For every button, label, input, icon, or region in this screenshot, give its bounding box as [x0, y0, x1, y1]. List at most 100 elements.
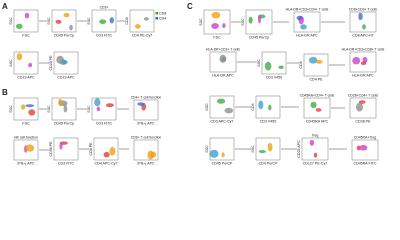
y-axis-label: CD56 PE [49, 141, 53, 157]
cell-population [109, 17, 114, 24]
cell-population [267, 142, 273, 152]
x-axis-label: CD4 PE-Cy7 [132, 33, 153, 37]
plot-title: CD45RA+CD4+ T cells [300, 93, 335, 97]
plot-title: Treg [312, 133, 319, 137]
cell-population [258, 100, 264, 110]
plot-frame [303, 97, 331, 119]
cell-population [21, 104, 26, 110]
y-axis-label: SSC [47, 105, 51, 113]
y-axis-label: SSC [9, 59, 13, 67]
plot-frame [349, 97, 377, 119]
x-axis-label: HLA-DR APC [212, 73, 234, 77]
x-axis-label: CD4 APC-Cy7 [95, 161, 118, 165]
cell-population [25, 144, 35, 152]
cell-population [59, 142, 63, 150]
cell-population [358, 100, 366, 104]
plot-title: HLA-DR+CD3+CD4+ T cells [286, 7, 329, 11]
plot-title: HLA-DR+CD3+CD8+ T cells [342, 47, 385, 51]
cell-population [296, 15, 303, 21]
x-axis-label: HLA-DR APC [296, 33, 318, 37]
panel-label: B [2, 88, 8, 97]
y-axis-label: SSC [9, 105, 13, 113]
cell-population [24, 12, 30, 19]
cell-population [62, 59, 68, 65]
cell-population [352, 56, 361, 65]
legend-swatch [155, 17, 158, 20]
y-axis-label: SSC [241, 18, 245, 26]
cell-population [257, 14, 262, 24]
x-axis-label: IFN-γ APC [137, 121, 155, 125]
y-axis-label: SSC [47, 17, 51, 25]
plot-title: HLA-DR+CD3+ T cells [206, 47, 240, 51]
x-axis-label: CD3 FITC [96, 121, 113, 125]
x-axis-label: CD45 PerCp [249, 35, 269, 39]
plot-frame [13, 97, 39, 121]
x-axis-label: CD45 PerCP [212, 161, 233, 165]
cell-population [359, 144, 368, 151]
cell-population [313, 152, 318, 158]
cell-population [221, 152, 225, 158]
x-axis-label: CD45RA APC [306, 119, 329, 123]
panel-label: C [187, 2, 193, 11]
plot-frame [349, 11, 377, 33]
cell-population [216, 98, 226, 104]
legend-swatch [155, 12, 158, 15]
cell-population [211, 23, 219, 30]
cell-population [96, 106, 100, 112]
x-axis-label: CD3 V450 [260, 119, 277, 123]
cell-population [222, 22, 226, 29]
cell-population [219, 54, 227, 63]
plot-frame [53, 137, 79, 161]
x-axis-label: CD28 PE [356, 119, 372, 123]
cell-population [359, 12, 363, 21]
x-axis-label: CD19 APC [17, 75, 35, 79]
plot-frame [301, 137, 329, 161]
plot-title: CD8+CD3+ T cells [349, 7, 377, 11]
cell-population [109, 147, 116, 156]
legend-label: CD8 [159, 11, 166, 15]
y-axis-label: SSC [251, 145, 255, 153]
y-axis-label: CD25 APC [297, 140, 301, 158]
x-axis-label: CD45 PerCp [54, 121, 74, 125]
cell-population [63, 12, 70, 18]
plot-title: CD3+ [100, 5, 109, 9]
cell-population [360, 61, 367, 66]
x-axis-label: CD45RA FITC [354, 161, 377, 165]
x-axis-label: CD45 PerCp [54, 33, 74, 37]
cell-population [268, 104, 272, 111]
figure: A B C FSC SSC CD45 PerCp SSC CD3+ CD3 FITC SSC… [2, 2, 385, 165]
panel-label: A [2, 2, 8, 11]
x-axis-label: IFN-γ APC [137, 161, 155, 165]
y-axis-label: SSC [205, 145, 209, 153]
y-axis-label: CD8 PE [89, 142, 93, 156]
cell-population [103, 151, 110, 158]
plot-title: CD28+CD4+ T cells [348, 93, 378, 97]
x-axis-label: IFN-γ APC [17, 161, 35, 165]
cell-population [28, 62, 33, 68]
cell-population [55, 19, 62, 24]
cell-population [15, 23, 23, 30]
plot-title: CD8+ T cell function [131, 135, 162, 139]
cell-population [147, 150, 154, 160]
plot-frame [261, 51, 287, 75]
x-axis-label: CD4 PerCP [259, 161, 278, 165]
cell-population [316, 59, 323, 64]
cell-population [258, 150, 266, 154]
y-axis-label: CD20 PE [49, 55, 53, 71]
cell-population [362, 24, 366, 30]
cell-population [56, 55, 64, 64]
y-axis-label: CD4 [251, 103, 255, 110]
legend-label: CD4 [159, 16, 166, 20]
plot-frame [133, 99, 159, 121]
cell-population [99, 19, 107, 25]
x-axis-label: CD4 PE [310, 77, 324, 81]
cell-population [356, 145, 361, 151]
plot-title: CD45RA+Treg [354, 135, 376, 139]
plot-frame [303, 53, 329, 77]
cell-population [58, 98, 63, 106]
cell-population [28, 109, 36, 116]
x-axis-label: CD19 APC [57, 75, 75, 79]
cell-population [211, 12, 221, 19]
y-axis-label: SSC [199, 18, 203, 26]
cell-population [25, 104, 35, 108]
